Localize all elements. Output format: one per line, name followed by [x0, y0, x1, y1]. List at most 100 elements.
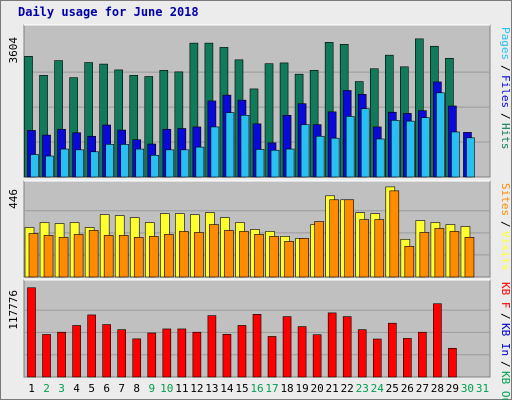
bar-pages-day-16 [255, 149, 265, 178]
bar-pages-day-22 [345, 116, 355, 178]
bar-sites-day-1 [28, 233, 39, 278]
legend-visits: Visits [499, 231, 512, 271]
legend-hits: Hits [499, 123, 512, 150]
bar-kb-f-day-18 [282, 316, 292, 378]
x-tick-day-12: 12 [190, 382, 203, 395]
bar-pages-day-23 [360, 108, 370, 178]
bar-pages-day-24 [375, 138, 385, 178]
legend-kb-f: KB F [499, 282, 512, 309]
bar-pages-day-17 [270, 149, 280, 178]
x-tick-day-24: 24 [371, 382, 385, 395]
bar-kb-f-day-23 [357, 329, 367, 378]
bar-kb-f-day-21 [327, 312, 337, 378]
bar-sites-day-5 [88, 230, 99, 278]
x-tick-day-6: 6 [103, 382, 110, 395]
bar-kb-f-day-16 [252, 314, 262, 378]
bar-sites-day-7 [118, 235, 129, 278]
bar-kb-f-day-12 [192, 331, 202, 378]
bar-pages-day-10 [165, 149, 175, 178]
x-tick-day-27: 27 [416, 382, 429, 395]
bar-kb-f-day-19 [297, 326, 307, 378]
x-tick-day-9: 9 [148, 382, 155, 395]
x-tick-day-25: 25 [386, 382, 399, 395]
y-max-label: 3604 [7, 37, 20, 64]
x-tick-day-30: 30 [461, 382, 474, 395]
bar-sites-day-3 [58, 237, 69, 278]
bar-sites-day-28 [434, 228, 445, 278]
bar-sites-day-4 [73, 234, 84, 278]
x-tick-day-3: 3 [58, 382, 65, 395]
bar-sites-day-20 [314, 221, 324, 278]
bar-pages-day-28 [436, 92, 445, 178]
bar-pages-day-13 [210, 126, 220, 178]
bar-kb-f-day-9 [147, 332, 157, 378]
legend-sites: Sites [499, 183, 512, 216]
bar-kb-f-day-2 [42, 334, 51, 378]
x-tick-day-15: 15 [235, 382, 248, 395]
bar-sites-day-6 [103, 235, 114, 278]
bar-pages-day-18 [285, 148, 295, 178]
bar-pages-day-30 [466, 137, 475, 178]
x-tick-day-26: 26 [401, 382, 414, 395]
bar-sites-day-17 [269, 236, 279, 278]
x-tick-day-14: 14 [220, 382, 234, 395]
bar-sites-day-30 [464, 237, 475, 278]
bar-sites-day-12 [194, 232, 204, 278]
x-tick-day-20: 20 [311, 382, 324, 395]
bar-sites-day-23 [359, 219, 370, 278]
bar-sites-day-29 [449, 231, 460, 278]
bar-sites-day-19 [299, 238, 309, 278]
bar-pages-day-11 [180, 149, 190, 178]
bar-kb-f-day-13 [207, 315, 217, 378]
bar-kb-f-day-27 [418, 331, 427, 378]
bar-pages-day-29 [451, 131, 460, 178]
bar-kb-f-day-26 [403, 338, 412, 378]
legend-separator: / [499, 221, 512, 228]
bar-pages-day-21 [330, 137, 340, 178]
bar-pages-day-3 [60, 148, 69, 178]
x-tick-day-7: 7 [118, 382, 125, 395]
x-tick-day-8: 8 [133, 382, 140, 395]
chart-title: Daily usage for June 2018 [18, 5, 199, 19]
bar-kb-f-day-10 [162, 328, 172, 378]
x-tick-day-1: 1 [28, 382, 35, 395]
x-tick-day-4: 4 [73, 382, 80, 395]
bar-pages-day-20 [315, 135, 325, 178]
bar-kb-f-day-7 [117, 329, 127, 378]
x-tick-day-31: 31 [476, 382, 489, 395]
bar-pages-day-8 [135, 148, 145, 178]
legend-separator: / [499, 113, 512, 120]
y-max-label: 117776 [7, 290, 20, 330]
bar-sites-day-14 [224, 230, 234, 278]
x-tick-day-10: 10 [160, 382, 173, 395]
legend-separator: / [499, 361, 512, 368]
bar-sites-day-21 [329, 199, 339, 278]
bar-pages-day-27 [421, 117, 430, 178]
x-tick-day-2: 2 [43, 382, 50, 395]
bar-pages-day-15 [240, 115, 250, 178]
x-tick-day-5: 5 [88, 382, 95, 395]
x-tick-day-16: 16 [250, 382, 263, 395]
bar-kb-f-day-5 [87, 314, 96, 378]
bar-sites-day-8 [133, 237, 144, 278]
bar-kb-f-day-6 [102, 324, 111, 378]
bar-pages-day-19 [300, 124, 310, 178]
bar-sites-day-9 [148, 236, 159, 278]
bar-sites-day-15 [239, 231, 249, 278]
bar-sites-day-11 [179, 231, 189, 278]
bar-kb-f-day-24 [372, 338, 382, 378]
x-tick-day-18: 18 [280, 382, 293, 395]
bar-pages-day-14 [225, 112, 235, 178]
bar-sites-day-2 [43, 235, 54, 278]
legend-separator: / [499, 65, 512, 72]
bar-kb-f-day-29 [448, 347, 457, 378]
bar-sites-day-24 [374, 219, 385, 278]
bar-pages-day-9 [150, 154, 160, 178]
bar-kb-f-day-4 [72, 325, 81, 378]
x-tick-day-29: 29 [446, 382, 459, 395]
legend-kb-in: KB In [499, 323, 512, 356]
bar-kb-f-day-20 [312, 334, 322, 378]
x-tick-day-19: 19 [295, 382, 308, 395]
bar-sites-day-26 [404, 246, 415, 278]
